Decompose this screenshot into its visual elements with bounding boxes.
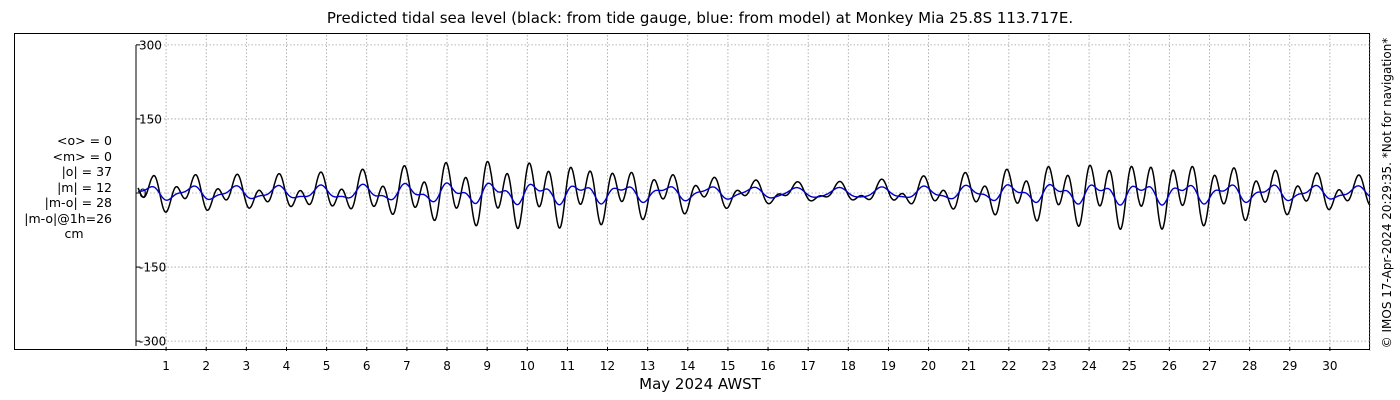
x-tick-label: 27 — [1202, 359, 1217, 373]
y-tick-label: -150 — [139, 261, 166, 275]
x-tick-label: 17 — [801, 359, 816, 373]
x-tick-label: 18 — [841, 359, 856, 373]
x-tick-label: 2 — [202, 359, 210, 373]
x-tick-label: 25 — [1122, 359, 1137, 373]
x-tick-label: 1 — [162, 359, 170, 373]
series-model — [137, 182, 1371, 206]
series-tide-gauge — [137, 160, 1371, 231]
x-tick-label: 26 — [1162, 359, 1177, 373]
x-tick-label: 8 — [443, 359, 451, 373]
y-tick-label: -300 — [139, 335, 166, 349]
y-tick-label: 300 — [139, 38, 162, 52]
x-tick-label: 9 — [483, 359, 491, 373]
x-tick-label: 6 — [363, 359, 371, 373]
x-tick-label: 15 — [720, 359, 735, 373]
stat-unit: cm — [64, 226, 84, 241]
x-tick-label: 12 — [600, 359, 615, 373]
x-tick-label: 29 — [1282, 359, 1297, 373]
x-tick-label: 14 — [680, 359, 695, 373]
x-tick-label: 28 — [1242, 359, 1257, 373]
x-tick-label: 16 — [760, 359, 775, 373]
statistics-panel: <o> = 0 <m> = 0 |o| = 37 |m| = 12 |m-o| … — [14, 133, 114, 242]
x-tick-label: 4 — [283, 359, 291, 373]
x-tick-label: 19 — [881, 359, 896, 373]
x-tick-label: 11 — [560, 359, 575, 373]
y-tick-label: 150 — [139, 112, 162, 126]
stat-abs-difference-1h: |m-o|@1h=26 — [24, 210, 112, 226]
grid-layer — [136, 35, 1371, 351]
copyright-notice: © IMOS 17-Apr-2024 20:29:35. *Not for na… — [1380, 37, 1394, 349]
x-tick-label: 22 — [1001, 359, 1016, 373]
stat-mean-observed: <o> = 0 — [57, 133, 112, 148]
y-tick-label: 0 — [139, 187, 147, 201]
series-layer — [137, 160, 1371, 231]
x-tick-label: 13 — [640, 359, 655, 373]
x-tick-label: 23 — [1041, 359, 1056, 373]
figure-frame — [14, 33, 1370, 350]
x-tick-label: 20 — [921, 359, 936, 373]
stat-abs-model: |m| = 12 — [57, 179, 112, 195]
x-tick-label: 21 — [961, 359, 976, 373]
x-tick-label: 30 — [1322, 359, 1337, 373]
stat-abs-difference: |m-o| = 28 — [44, 195, 112, 210]
x-tick-label: 7 — [403, 359, 411, 373]
x-tick-label: 24 — [1081, 359, 1096, 373]
x-tick-label: 10 — [520, 359, 535, 373]
stat-abs-observed: |o| = 37 — [61, 164, 112, 179]
chart-title: Predicted tidal sea level (black: from t… — [326, 9, 1074, 27]
stat-mean-model: <m> = 0 — [52, 148, 113, 164]
x-tick-label: 5 — [323, 359, 331, 373]
x-axis-label: May 2024 AWST — [639, 375, 761, 393]
x-tick-label: 3 — [243, 359, 251, 373]
